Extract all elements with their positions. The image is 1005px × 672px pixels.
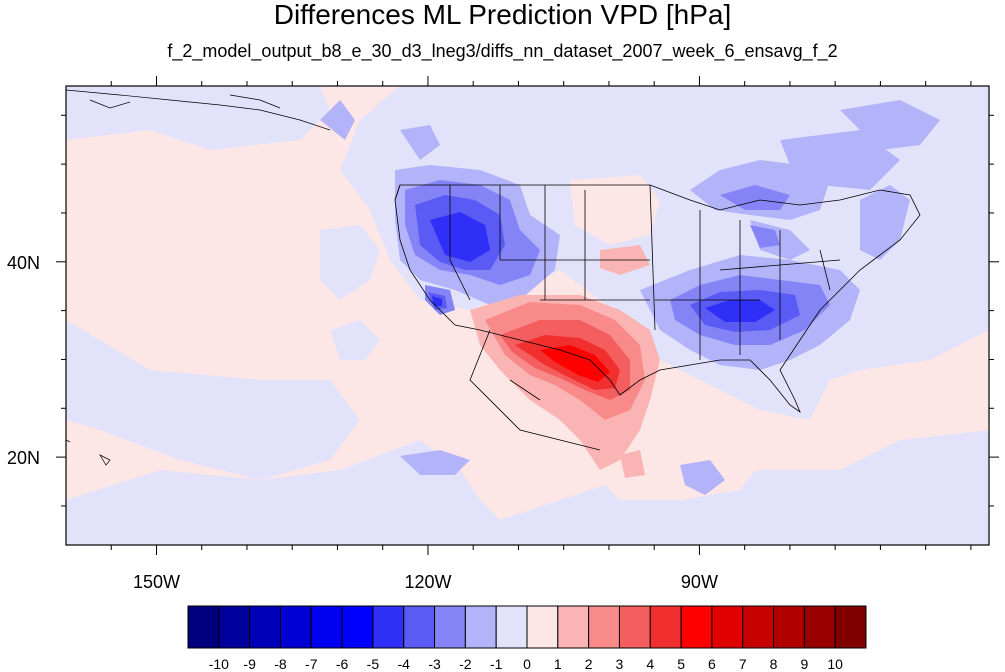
colorbar-label: -1 — [490, 656, 503, 672]
map-subtitle: f_2_model_output_b8_e_30_d3_lneg3/diffs_… — [167, 41, 838, 61]
map-frame — [65, 85, 990, 546]
colorbar-swatch — [526, 605, 559, 649]
colorbar-label: -6 — [336, 656, 349, 672]
axis-tick-labels: 150W 120W 90W 40N 20N — [7, 253, 718, 592]
colorbar-label: 8 — [770, 656, 778, 672]
colorbar-swatch — [680, 605, 713, 649]
colorbar-label: 10 — [827, 656, 843, 672]
colorbar-label: 0 — [523, 656, 531, 672]
lon-tick-label: 150W — [133, 572, 180, 592]
colorbar-label: 3 — [616, 656, 624, 672]
lon-tick-label: 90W — [681, 572, 718, 592]
country-outlines — [394, 184, 921, 451]
coastlines — [66, 89, 331, 466]
colorbar-label: -3 — [428, 656, 441, 672]
colorbar-label: 4 — [646, 656, 654, 672]
colorbar-swatch — [249, 605, 281, 649]
colorbar-label: 7 — [739, 656, 747, 672]
colorbar: -10 -9 -8 -7 -6 -5 -4 -3 -2 -1 0 1 2 3 4 5 6 7 8 9 10 — [187, 605, 867, 672]
colorbar-swatch — [434, 605, 466, 649]
colorbar-label: -10 — [209, 656, 229, 672]
colorbar-swatch — [187, 605, 220, 649]
map-field — [66, 86, 989, 545]
colorbar-swatch — [495, 605, 528, 649]
colorbar-label: -7 — [305, 656, 318, 672]
lat-tick-label: 20N — [7, 448, 40, 468]
colorbar-swatch — [834, 605, 867, 649]
colorbar-label: -4 — [398, 656, 411, 672]
colorbar-swatch — [803, 605, 836, 649]
contour-zero-islands — [570, 175, 989, 500]
colorbar-swatch — [218, 605, 251, 649]
colorbar-swatch — [588, 605, 620, 649]
contour-plus5 — [540, 345, 610, 382]
lon-tick-label: 120W — [404, 572, 451, 592]
colorbar-label: -8 — [274, 656, 287, 672]
colorbar-swatch — [279, 605, 312, 649]
colorbar-label: -5 — [367, 656, 380, 672]
colorbar-label: 9 — [800, 656, 808, 672]
colorbar-swatch — [773, 605, 805, 649]
colorbar-label: 2 — [585, 656, 593, 672]
colorbar-label: 6 — [708, 656, 716, 672]
colorbar-swatch — [403, 605, 436, 649]
axis-ticks — [56, 76, 999, 555]
colorbar-swatch — [711, 605, 744, 649]
colorbar-swatch — [372, 605, 405, 649]
colorbar-swatch — [341, 605, 374, 649]
colorbar-label: 1 — [554, 656, 562, 672]
colorbar-swatch — [464, 605, 497, 649]
colorbar-swatch — [618, 605, 651, 649]
colorbar-label: 5 — [677, 656, 685, 672]
colorbar-swatch — [310, 605, 343, 649]
lat-tick-label: 40N — [7, 253, 40, 273]
map-title: Differences ML Prediction VPD [hPa] — [273, 0, 732, 30]
colorbar-swatch — [557, 605, 590, 649]
colorbar-swatch — [742, 605, 775, 649]
colorbar-label: -2 — [459, 656, 472, 672]
colorbar-swatch — [649, 605, 682, 649]
colorbar-label: -9 — [243, 656, 256, 672]
